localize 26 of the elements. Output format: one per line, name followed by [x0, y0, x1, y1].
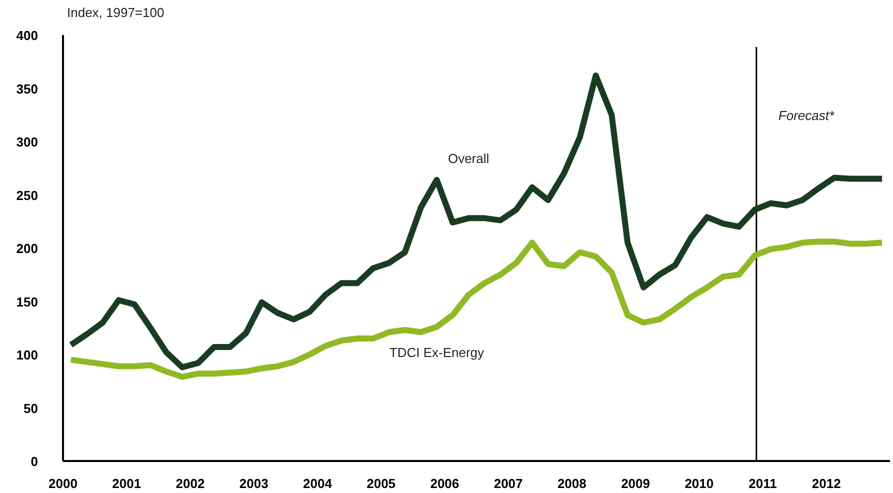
x-tick-label: 2002	[176, 476, 205, 491]
x-tick-label: 2001	[112, 476, 142, 491]
y-tick-label: 350	[16, 81, 38, 96]
x-tick-label: 2007	[494, 476, 523, 491]
y-tick-label: 300	[16, 134, 38, 150]
y-tick-label: 250	[16, 188, 38, 203]
x-tick-label: 2010	[684, 476, 714, 491]
y-tick-label: 50	[24, 400, 38, 416]
x-tick-label: 2012	[812, 476, 841, 491]
series-label: TDCI Ex-Energy	[389, 344, 485, 360]
y-axis-title: Index, 1997=100	[67, 5, 164, 20]
y-tick-label: 150	[16, 294, 38, 310]
x-tick-label: 2009	[621, 476, 650, 491]
x-tick-label: 2004	[303, 476, 333, 491]
x-tick-label: 2008	[557, 476, 586, 491]
y-tick-label: 200	[16, 241, 38, 256]
y-tick-label: 400	[16, 28, 38, 43]
x-tick-label: 2003	[239, 476, 268, 491]
x-tick-label: 2006	[430, 476, 460, 491]
series-label: Overall	[448, 151, 490, 166]
y-tick-label: 0	[30, 454, 38, 469]
x-tick-label: 2011	[748, 476, 777, 491]
x-tick-label: 2000	[48, 476, 78, 491]
ref-line-label: Forecast*	[778, 108, 835, 123]
x-tick-label: 2005	[366, 476, 396, 491]
y-tick-label: 100	[16, 348, 38, 362]
